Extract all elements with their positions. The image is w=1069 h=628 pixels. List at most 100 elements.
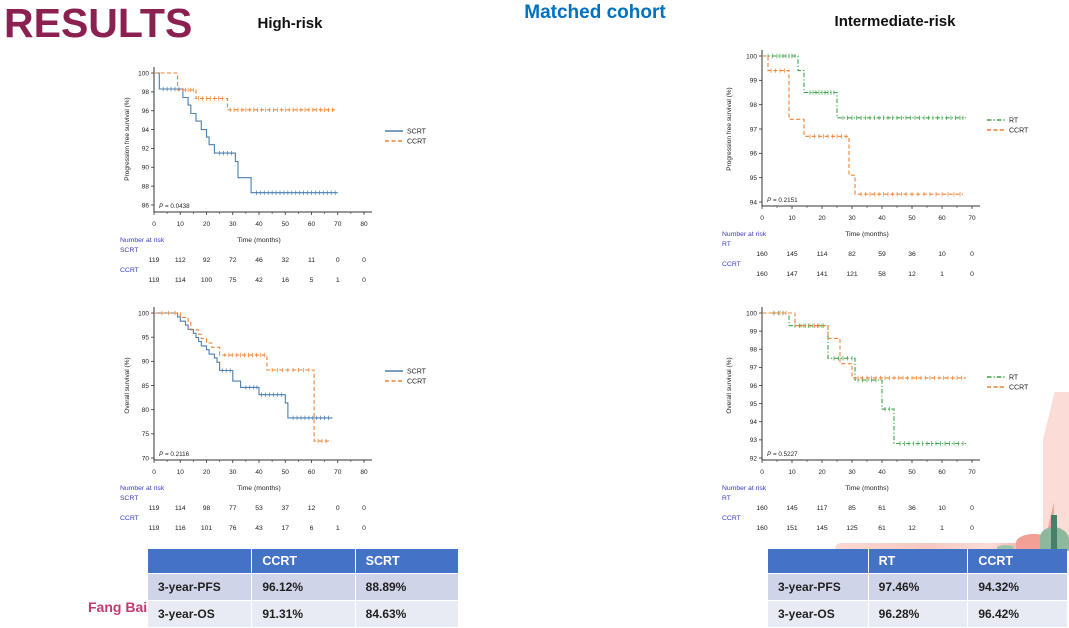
series-CCRT bbox=[154, 72, 336, 111]
svg-text:1: 1 bbox=[940, 271, 944, 278]
svg-text:1: 1 bbox=[336, 277, 340, 284]
svg-text:95: 95 bbox=[750, 175, 758, 182]
matched-cohort-title: Matched cohort bbox=[524, 2, 666, 23]
p-value: P = 0.0438 bbox=[159, 203, 190, 210]
svg-text:0: 0 bbox=[970, 525, 974, 532]
svg-text:93: 93 bbox=[750, 437, 758, 444]
svg-text:43: 43 bbox=[255, 525, 263, 532]
risk-table-title: Number at risk bbox=[120, 485, 165, 492]
column-header: SCRT bbox=[354, 549, 458, 573]
table-cell: 96.28% bbox=[867, 601, 968, 627]
svg-text:75: 75 bbox=[229, 277, 237, 284]
chart-intermediate-risk-os: 92 93 94 95 96 97 98 99 100 0 10 20 30 40 50 60 70 Overal… bbox=[722, 301, 1069, 543]
svg-text:116: 116 bbox=[175, 525, 186, 532]
svg-text:160: 160 bbox=[756, 525, 768, 532]
svg-text:141: 141 bbox=[816, 271, 828, 278]
svg-text:0: 0 bbox=[760, 469, 764, 476]
table-header-row: RT CCRT bbox=[768, 549, 1067, 573]
svg-text:117: 117 bbox=[817, 505, 828, 512]
svg-text:92: 92 bbox=[750, 455, 758, 462]
legend-label-CCRT: CCRT bbox=[1009, 128, 1029, 135]
svg-text:70: 70 bbox=[334, 469, 342, 476]
svg-text:5: 5 bbox=[310, 277, 314, 284]
svg-text:160: 160 bbox=[756, 251, 768, 258]
legend-label-CCRT: CCRT bbox=[407, 379, 427, 386]
x-axis-label: Time (months) bbox=[237, 485, 281, 492]
table-cell: 3-year-PFS bbox=[148, 574, 252, 600]
svg-text:60: 60 bbox=[938, 469, 946, 476]
svg-text:36: 36 bbox=[908, 505, 916, 512]
svg-text:30: 30 bbox=[848, 215, 856, 222]
svg-text:50: 50 bbox=[282, 469, 290, 476]
svg-text:80: 80 bbox=[360, 221, 368, 228]
svg-text:85: 85 bbox=[848, 505, 856, 512]
table-cell: 84.63% bbox=[354, 601, 458, 627]
svg-text:99: 99 bbox=[750, 78, 758, 85]
svg-text:0: 0 bbox=[970, 271, 974, 278]
svg-text:160: 160 bbox=[756, 505, 768, 512]
svg-text:12: 12 bbox=[308, 505, 316, 512]
svg-text:0: 0 bbox=[362, 505, 366, 512]
svg-text:145: 145 bbox=[786, 251, 798, 258]
column-header: CCRT bbox=[967, 549, 1067, 573]
x-axis-label: Time (months) bbox=[845, 485, 889, 492]
svg-text:96: 96 bbox=[750, 151, 758, 158]
svg-text:101: 101 bbox=[201, 525, 213, 532]
svg-text:100: 100 bbox=[746, 53, 757, 60]
table-cell: 94.32% bbox=[967, 574, 1067, 600]
svg-text:80: 80 bbox=[142, 407, 150, 414]
svg-text:1: 1 bbox=[940, 525, 944, 532]
svg-text:100: 100 bbox=[201, 277, 213, 284]
svg-text:6: 6 bbox=[310, 525, 314, 532]
table-cell: 97.46% bbox=[867, 574, 968, 600]
risk-group-RT: RT bbox=[722, 241, 731, 248]
svg-text:10: 10 bbox=[177, 469, 185, 476]
svg-text:40: 40 bbox=[255, 469, 263, 476]
risk-table-title: Number at risk bbox=[120, 237, 165, 244]
svg-text:97: 97 bbox=[750, 365, 758, 372]
series-CCRT bbox=[154, 312, 330, 442]
svg-text:114: 114 bbox=[175, 277, 186, 284]
series-RT bbox=[762, 312, 966, 445]
risk-group-CCRT: CCRT bbox=[120, 267, 139, 274]
risk-table-title: Number at risk bbox=[722, 231, 767, 238]
svg-text:90: 90 bbox=[142, 359, 150, 366]
summary-table-high-risk: CCRT SCRT 3-year-PFS 96.12% 88.89% 3-year-OS 9… bbox=[148, 548, 458, 628]
legend-label-SCRT: SCRT bbox=[407, 369, 427, 376]
svg-text:10: 10 bbox=[938, 505, 946, 512]
svg-text:32: 32 bbox=[281, 257, 289, 264]
svg-text:11: 11 bbox=[308, 257, 315, 264]
svg-text:12: 12 bbox=[908, 525, 916, 532]
svg-text:98: 98 bbox=[203, 505, 211, 512]
series-CCRT bbox=[762, 55, 963, 195]
svg-text:100: 100 bbox=[138, 70, 149, 77]
svg-text:119: 119 bbox=[149, 525, 160, 532]
svg-text:76: 76 bbox=[229, 525, 237, 532]
column-header bbox=[148, 549, 252, 573]
svg-text:88: 88 bbox=[142, 183, 150, 190]
table-header-row: CCRT SCRT bbox=[148, 549, 458, 573]
series-SCRT bbox=[154, 312, 333, 419]
svg-text:20: 20 bbox=[203, 221, 211, 228]
risk-group-CCRT: CCRT bbox=[120, 515, 139, 522]
legend-label-CCRT: CCRT bbox=[1009, 385, 1029, 392]
page-title: RESULTS bbox=[4, 0, 193, 46]
y-axis-label: Overall survival (%) bbox=[726, 357, 733, 413]
legend-label-RT: RT bbox=[1009, 375, 1019, 382]
svg-text:96: 96 bbox=[750, 383, 758, 390]
table-row: 3-year-OS 96.28% 96.42% bbox=[768, 601, 1067, 627]
x-axis-label: Time (months) bbox=[845, 231, 889, 238]
column-header: CCRT bbox=[251, 549, 355, 573]
svg-text:0: 0 bbox=[362, 525, 366, 532]
svg-text:0: 0 bbox=[152, 469, 156, 476]
table-row: 3-year-PFS 97.46% 94.32% bbox=[768, 574, 1067, 600]
svg-text:100: 100 bbox=[138, 310, 149, 317]
svg-text:10: 10 bbox=[788, 215, 796, 222]
author-name: Fang Bai bbox=[88, 599, 148, 615]
risk-group-RT: RT bbox=[722, 495, 731, 502]
svg-text:50: 50 bbox=[282, 221, 290, 228]
svg-text:80: 80 bbox=[360, 469, 368, 476]
svg-text:86: 86 bbox=[142, 202, 150, 209]
legend-label-SCRT: SCRT bbox=[407, 129, 427, 136]
